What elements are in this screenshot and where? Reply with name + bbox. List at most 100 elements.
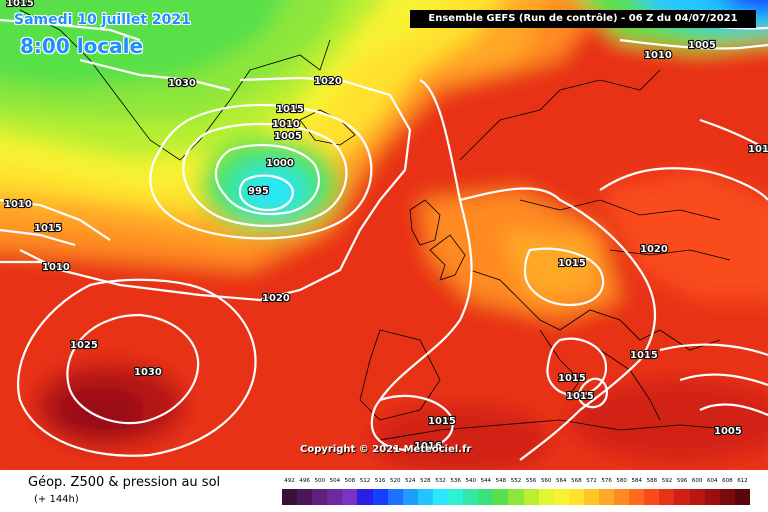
scale-label: 608 [722,478,733,484]
scale-label: 596 [676,478,688,484]
scale-swatch [629,489,645,505]
isobar-label: 1005 [688,40,716,51]
scale-swatch [523,489,539,505]
isobar-label: 1010 [644,50,672,61]
isobar-label: 1020 [262,293,290,304]
isobar-label: 1025 [70,340,98,351]
scale-label: 512 [359,478,371,484]
forecast-lead-time: (+ 144h) [34,494,79,505]
scale-swatch [538,489,554,505]
scale-swatch [402,489,418,505]
scale-label: 600 [691,478,703,484]
scale-label: 496 [299,478,310,484]
scale-label: 552 [510,478,522,484]
scale-swatch [508,489,524,505]
scale-swatch [357,489,373,505]
isobar-label: 1030 [134,367,162,378]
scale-label: 544 [480,478,492,484]
isobar-label: 1010 [4,199,32,210]
scale-label: 572 [586,478,597,484]
scale-swatch [704,489,720,505]
scale-swatch [493,489,509,505]
isobar-label: 1010 [42,262,70,273]
isobar-label: 1000 [266,158,294,169]
chart-parameter-title: Géop. Z500 & pression au sol [28,475,221,490]
scale-swatch [568,489,584,505]
scale-label: 532 [435,478,446,484]
isobar-label: 1015 [566,391,594,402]
scale-swatch [614,489,630,505]
isobar-label: 1015 [558,258,586,269]
color-scale [282,489,750,505]
scale-label: 516 [374,478,386,484]
scale-swatch [448,489,464,505]
forecast-map: 1015 1030 1020 1015 1010 1005 1000 995 1… [0,0,768,470]
scale-swatch [417,489,433,505]
isobar-label: 1015 [6,0,34,9]
scale-label: 500 [314,478,325,484]
scale-label: 520 [389,478,401,484]
scale-label: 584 [631,478,643,484]
scale-label: 604 [707,478,718,484]
isobar-label: 1020 [314,76,342,87]
isobar-label: 1016 [414,441,442,452]
scale-label: 560 [540,478,552,484]
scale-swatch [583,489,599,505]
scale-label: 568 [571,478,582,484]
scale-label: 548 [495,478,507,484]
scale-swatch [327,489,343,505]
coastlines [19,9,741,441]
scale-label: 504 [329,478,341,484]
scale-swatch [432,489,449,505]
isobar-label: 1015 [558,373,586,384]
isobar-labels: 1015 1030 1020 1015 1010 1005 1000 995 1… [3,0,768,453]
scale-label: 508 [344,478,356,484]
scale-label: 612 [737,478,748,484]
isobar-label: 1015 [34,223,62,234]
scale-swatch [282,489,298,505]
scale-label: 540 [465,478,476,484]
forecast-date: Samedi 10 juillet 2021 [14,12,191,28]
scale-label: 528 [420,478,431,484]
isobar-label: 1010 [272,119,300,130]
scale-label: 492 [284,478,295,484]
scale-label: 580 [616,478,627,484]
scale-label: 588 [646,478,658,484]
scale-swatch [659,489,675,505]
scale-swatch [674,489,690,505]
scale-swatch [553,489,569,505]
isobar-label: 1030 [168,78,196,89]
scale-swatch [719,489,735,505]
isobar-label: 995 [248,186,269,197]
model-run-info: Ensemble GEFS (Run de contrôle) - 06 Z d… [410,10,756,28]
isobar-label: 1005 [714,426,742,437]
scale-swatch [387,489,403,505]
scale-label: 524 [405,478,416,484]
scale-label: 536 [450,478,461,484]
scale-swatch [689,489,705,505]
isobar-label: 1015 [630,350,658,361]
scale-swatch [734,489,750,505]
scale-swatch [342,489,358,505]
scale-label: 556 [525,478,537,484]
isobar-label: 1015 [276,104,304,115]
scale-swatch [312,489,328,505]
scale-swatch [463,489,479,505]
forecast-time: 8:00 locale [20,34,144,58]
scale-swatch [598,489,615,505]
scale-label: 592 [661,478,673,484]
scale-swatch [297,489,313,505]
scale-label: 564 [556,478,567,484]
scale-label: 576 [601,478,612,484]
isobar-label: 1005 [274,131,302,142]
color-scale-labels: 492 496 500 504 508 512 516 520 524 528 532 536 540 5… [282,478,750,486]
scale-swatch [644,489,660,505]
scale-swatch [478,489,494,505]
isobar-label: 1015 [428,416,456,427]
isobar-label: 1010 [748,144,768,155]
scale-swatch [372,489,388,505]
copyright-text: Copyright © 2021 Meteociel.fr [300,444,472,455]
isobar-label: 1020 [640,244,668,255]
geopotential-field [0,0,768,470]
